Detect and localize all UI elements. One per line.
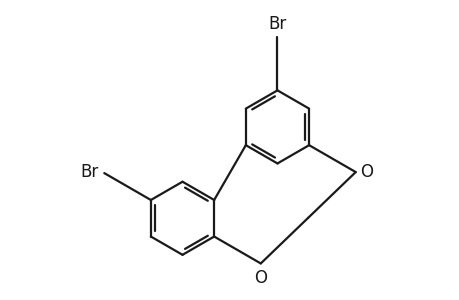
Text: O: O: [359, 163, 372, 181]
Text: Br: Br: [268, 15, 286, 33]
Text: Br: Br: [80, 163, 98, 181]
Text: O: O: [254, 269, 267, 287]
